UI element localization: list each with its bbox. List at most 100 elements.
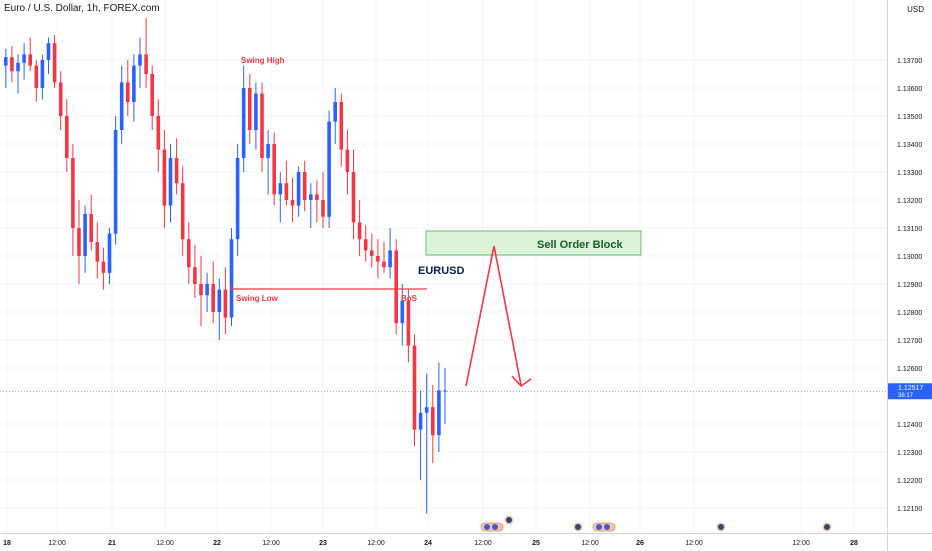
- candle-body: [266, 144, 270, 158]
- candle-body: [65, 116, 69, 158]
- candle: [345, 130, 350, 195]
- candle: [95, 222, 100, 279]
- candle-body: [107, 233, 112, 273]
- candle: [284, 160, 289, 206]
- candle: [168, 144, 173, 223]
- candle-body: [168, 158, 173, 206]
- candle-body: [138, 54, 142, 66]
- candle: [437, 362, 441, 452]
- candle-body: [309, 194, 313, 200]
- candle: [339, 93, 344, 167]
- candle-body: [296, 172, 301, 206]
- candle-body: [22, 54, 26, 63]
- candle-body: [40, 60, 45, 88]
- candle-body: [180, 183, 185, 240]
- candle: [77, 200, 81, 284]
- candle: [302, 160, 307, 212]
- candle-body: [400, 300, 405, 324]
- candle-body: [119, 82, 124, 130]
- candle: [16, 54, 20, 94]
- sell-order-block: [425, 230, 642, 256]
- candle: [418, 390, 423, 480]
- candle: [162, 130, 167, 228]
- candle-body: [199, 284, 203, 296]
- candle-body: [150, 74, 154, 116]
- candle-body: [52, 43, 57, 83]
- symbol-title[interactable]: Euro / U.S. Dollar, 1h, FOREX.com: [4, 3, 160, 14]
- candle: [260, 82, 264, 172]
- candle-body: [193, 267, 197, 284]
- candle-body: [211, 284, 215, 312]
- candle: [65, 99, 69, 172]
- candle: [71, 144, 75, 256]
- candle: [150, 65, 154, 130]
- candle-body: [443, 390, 447, 392]
- candle: [205, 272, 209, 312]
- candle-body: [58, 82, 63, 116]
- candle-body: [241, 88, 246, 158]
- candle: [400, 284, 405, 346]
- candle-body: [162, 149, 167, 206]
- candle-body: [412, 345, 417, 430]
- candle-body: [260, 93, 264, 158]
- candle-body: [4, 57, 8, 66]
- candle: [278, 172, 283, 223]
- candle-body: [290, 200, 295, 206]
- candle: [406, 289, 411, 363]
- candle: [83, 205, 87, 273]
- candle-body: [229, 239, 234, 318]
- price-axis[interactable]: [887, 0, 932, 533]
- candle-body: [339, 102, 344, 150]
- candle: [126, 60, 130, 116]
- candle: [217, 278, 222, 340]
- candle-body: [394, 250, 398, 324]
- axis-corner: [887, 533, 932, 551]
- candle-body: [406, 300, 411, 346]
- candle-body: [144, 54, 148, 74]
- candle: [223, 267, 228, 335]
- candle-body: [113, 130, 118, 234]
- candle-body: [284, 183, 289, 200]
- candle-body: [278, 183, 283, 195]
- candle: [132, 54, 136, 122]
- candle: [138, 37, 142, 88]
- candle: [412, 334, 417, 447]
- candle-body: [46, 43, 51, 60]
- candle: [10, 46, 14, 83]
- candle: [254, 82, 258, 150]
- candle-body: [248, 88, 252, 130]
- candle: [443, 368, 447, 424]
- candle: [113, 116, 118, 245]
- candle: [156, 99, 161, 172]
- candle: [211, 261, 215, 324]
- candle-body: [376, 256, 380, 262]
- candle-body: [345, 149, 350, 172]
- candle-body: [321, 200, 325, 217]
- candle-body: [71, 158, 75, 228]
- candle-body: [10, 57, 14, 72]
- candle: [193, 244, 197, 298]
- candle: [351, 149, 356, 240]
- candle: [58, 71, 63, 130]
- candle: [290, 177, 295, 223]
- candle-body: [333, 102, 337, 122]
- candle: [187, 222, 191, 284]
- candle-body: [205, 284, 209, 296]
- candle-body: [388, 250, 392, 268]
- candle-body: [272, 144, 276, 195]
- candle: [180, 166, 185, 256]
- candle: [248, 74, 252, 144]
- candle: [34, 60, 39, 102]
- candle: [266, 130, 270, 195]
- candle-body: [101, 261, 106, 273]
- candle: [394, 239, 398, 335]
- candle-body: [254, 93, 258, 130]
- candle-body: [174, 158, 179, 184]
- time-axis[interactable]: [0, 533, 887, 551]
- candle-body: [89, 214, 93, 242]
- candle-body: [424, 407, 429, 413]
- candle-body: [382, 261, 386, 268]
- candle-body: [223, 289, 228, 318]
